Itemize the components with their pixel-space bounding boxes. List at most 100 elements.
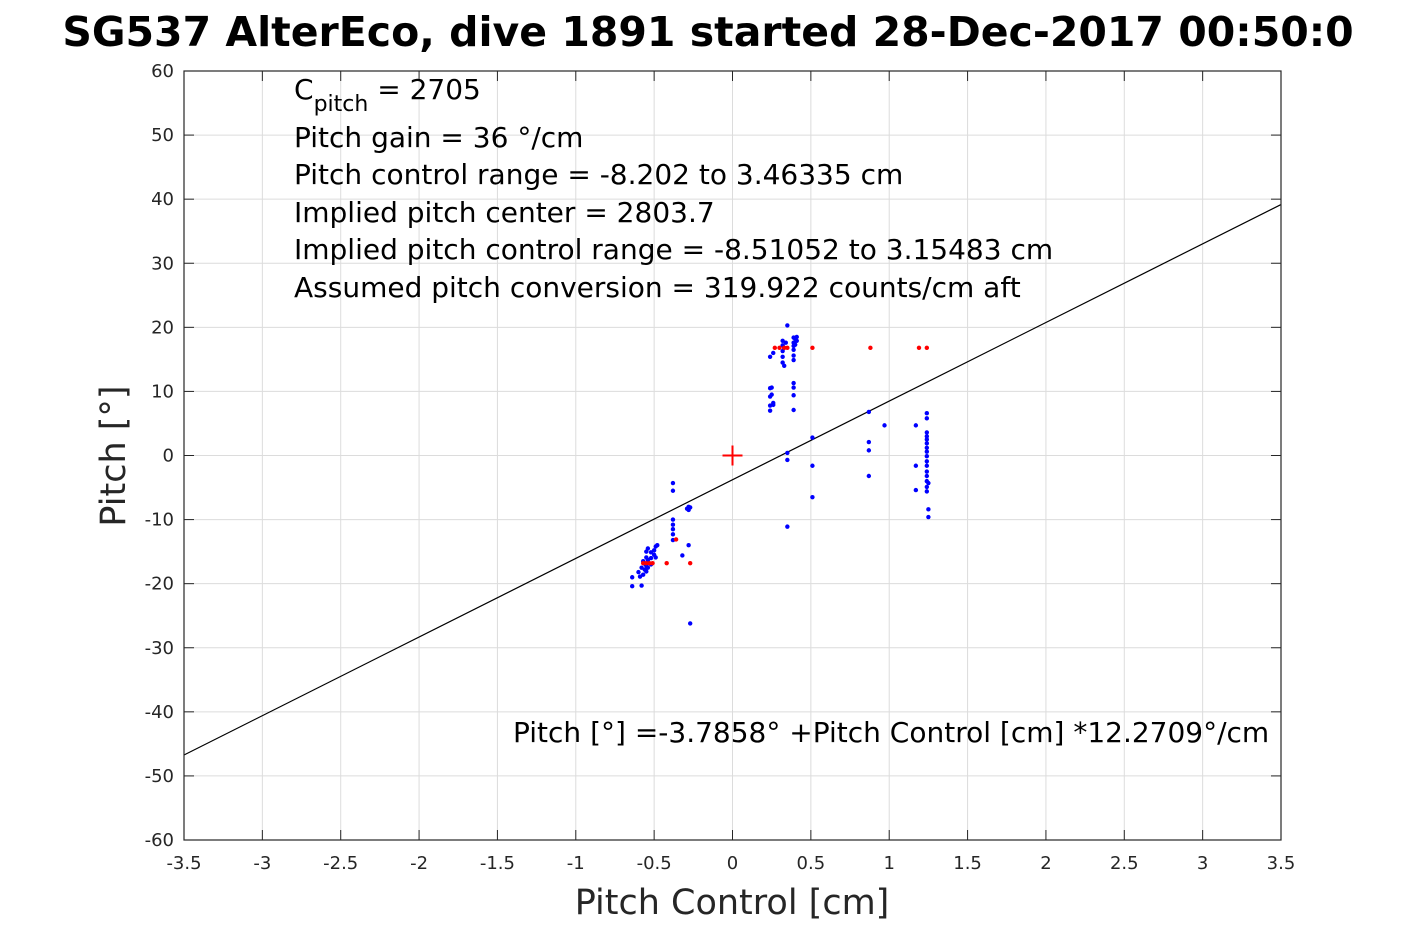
blue-point [670,488,676,493]
red-point [772,345,778,351]
blue-point [866,473,872,479]
blue-point [866,439,872,445]
blue-point [791,380,796,386]
blue-point [791,347,796,352]
blue-point [913,423,919,428]
fit-line [183,203,1282,756]
y-tick-label: -40 [145,702,174,723]
y-tick-label: -60 [145,830,174,851]
x-tick-label: -2 [410,853,428,874]
red-point [647,560,652,566]
blue-point [680,553,685,558]
fit-equation: Pitch [°] =-3.7858° +Pitch Control [cm] … [513,716,1269,749]
blue-point [791,353,796,358]
blue-point [630,584,635,589]
y-tick-label: 0 [163,446,174,467]
red-point [810,345,815,351]
red-point [868,345,873,351]
blue-point [769,392,774,397]
blue-point [767,408,773,413]
blue-point [670,526,676,532]
blue-point [687,505,693,510]
blue-point [926,507,931,512]
blue-point [645,565,651,570]
blue-point [783,340,788,345]
red-point [924,345,930,351]
annotation-line-1: Pitch gain = 36 °/cm [294,121,583,154]
blue-point [924,473,930,479]
blue-point [924,453,930,459]
blue-point [686,543,691,548]
blue-point [926,514,931,520]
red-point [664,560,669,566]
blue-point [924,489,930,494]
blue-point [924,449,930,454]
y-tick-label: 30 [151,253,174,274]
red-point [673,537,679,542]
blue-point [644,569,649,574]
x-tick-label: -3 [253,853,271,874]
blue-point [924,459,930,464]
blue-point [670,517,676,522]
blue-point [636,569,641,575]
blue-point [792,342,798,347]
blue-point [785,524,790,529]
y-tick-labels: -60 -50 -40 -30 -20 -10 0 10 20 30 40 50 60 [145,61,174,851]
blue-point [630,575,635,580]
blue-point [810,463,815,468]
blue-point [791,393,796,398]
blue-point [769,385,774,390]
blue-point [785,323,790,328]
y-axis-label: Pitch [°] [94,385,134,526]
blue-point [810,494,815,500]
red-point [644,560,649,566]
x-tick-label: 3.5 [1267,853,1296,874]
blue-point [794,334,799,340]
blue-point [924,484,930,490]
blue-point [924,469,930,474]
c-pitch-subscript: pitch [314,92,369,117]
data-points [630,323,931,626]
y-tick-label: 20 [151,317,174,338]
red-point [916,345,922,351]
y-tick-label: -30 [145,638,174,659]
blue-point [782,363,787,368]
blue-point [913,463,919,468]
x-tick-label: 2 [1040,853,1051,874]
blue-point [771,350,776,356]
x-tick-label: 0 [727,853,738,874]
blue-point [648,555,654,561]
y-tick-label: 60 [151,61,174,82]
c-pitch-main: C [294,73,314,106]
blue-point [767,354,773,360]
blue-point [670,522,676,527]
blue-point [780,354,785,360]
blue-point [794,338,799,343]
blue-point [785,450,790,456]
blue-point [926,480,931,486]
blue-point [639,583,644,588]
annotation-line-3: Implied pitch center = 2803.7 [294,196,715,229]
y-tick-label: 40 [151,189,174,210]
x-tick-label: 1 [883,853,894,874]
x-tick-label: 1.5 [953,853,982,874]
y-tick-label: 50 [151,125,174,146]
blue-point [771,402,776,408]
blue-point [924,416,930,421]
x-tick-label: -1.5 [480,853,515,874]
annotation-line-2: Pitch control range = -8.202 to 3.46335 … [294,158,903,191]
blue-point [866,409,872,415]
y-tick-label: -10 [145,510,174,531]
blue-point [810,435,815,440]
blue-point [651,548,657,553]
annotation-line-4: Implied pitch control range = -8.51052 t… [294,233,1053,266]
blue-point [687,621,693,626]
blue-point [924,441,930,446]
chart-title: SG537 AlterEco, dive 1891 started 28-Dec… [62,8,1353,56]
blue-point [645,546,651,551]
blue-point [882,423,887,428]
x-tick-label: -0.5 [637,853,672,874]
red-point [782,345,787,351]
x-tick-label: -3.5 [166,853,201,874]
